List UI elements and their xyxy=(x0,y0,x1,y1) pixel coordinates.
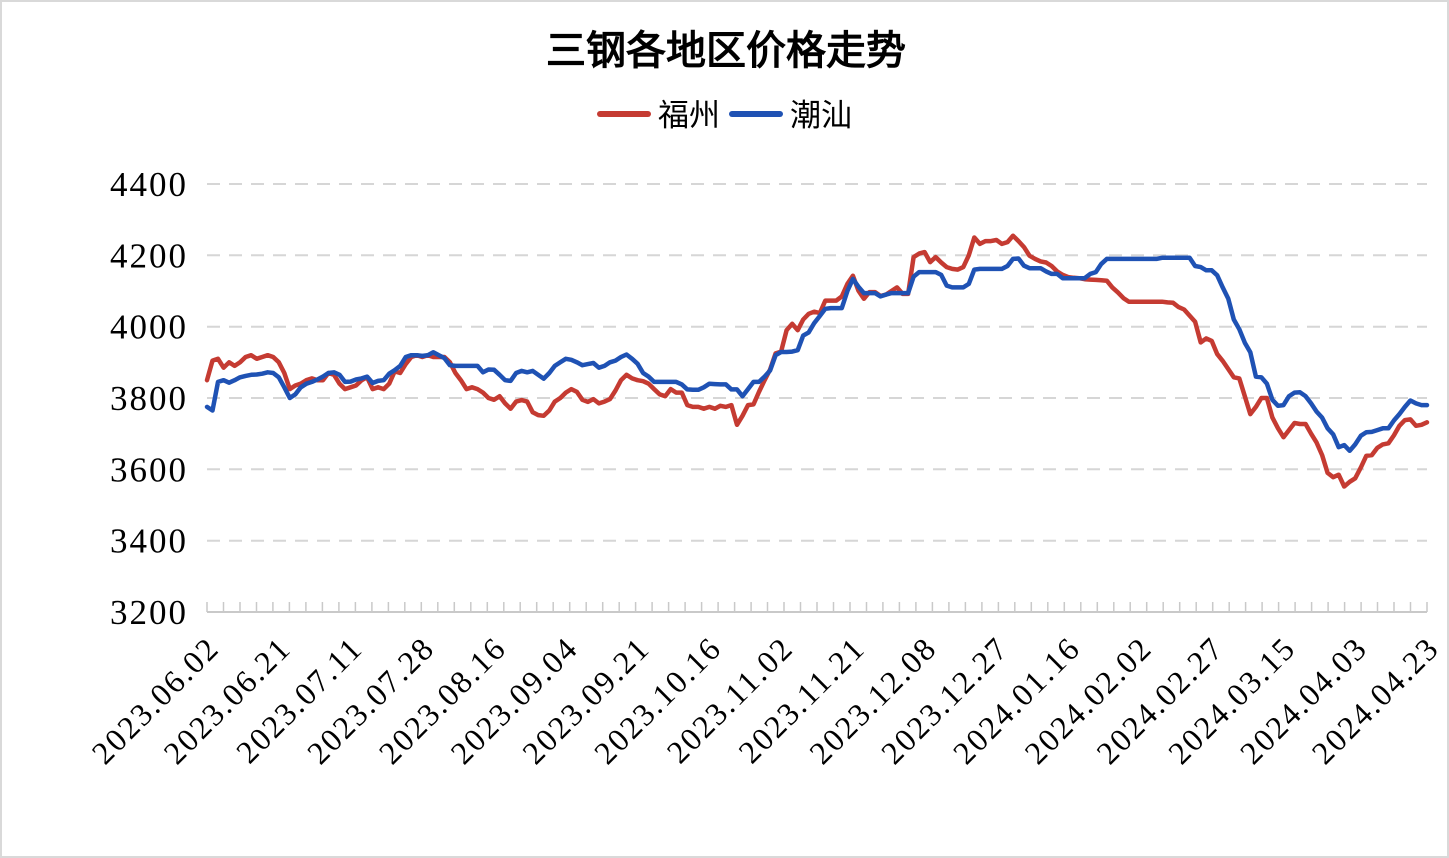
series-line-chaoshan xyxy=(204,255,1430,454)
legend: 福州 潮汕 xyxy=(597,98,852,133)
x-axis xyxy=(206,602,1428,613)
legend-label-chaoshan: 潮汕 xyxy=(790,98,852,133)
y-axis-labels: 3200 3400 3600 3800 4000 4200 4400 xyxy=(110,165,188,632)
series-line-fuzhou xyxy=(204,233,1430,489)
y-axis-label: 4400 xyxy=(110,165,188,204)
y-axis-label: 3200 xyxy=(110,593,188,632)
y-axis-label: 4200 xyxy=(110,236,188,275)
legend-label-fuzhou: 福州 xyxy=(658,98,720,133)
y-axis-label: 3400 xyxy=(110,522,188,561)
chart-title: 三钢各地区价格走势 xyxy=(546,28,906,73)
y-axis-label: 3800 xyxy=(110,379,188,418)
series-lines xyxy=(204,233,1430,489)
x-axis-labels: 2023.06.022023.06.212023.07.112023.07.28… xyxy=(85,629,1446,770)
gridlines xyxy=(207,183,1427,542)
y-axis-label: 3600 xyxy=(110,450,188,489)
y-axis-label: 4000 xyxy=(110,308,188,347)
